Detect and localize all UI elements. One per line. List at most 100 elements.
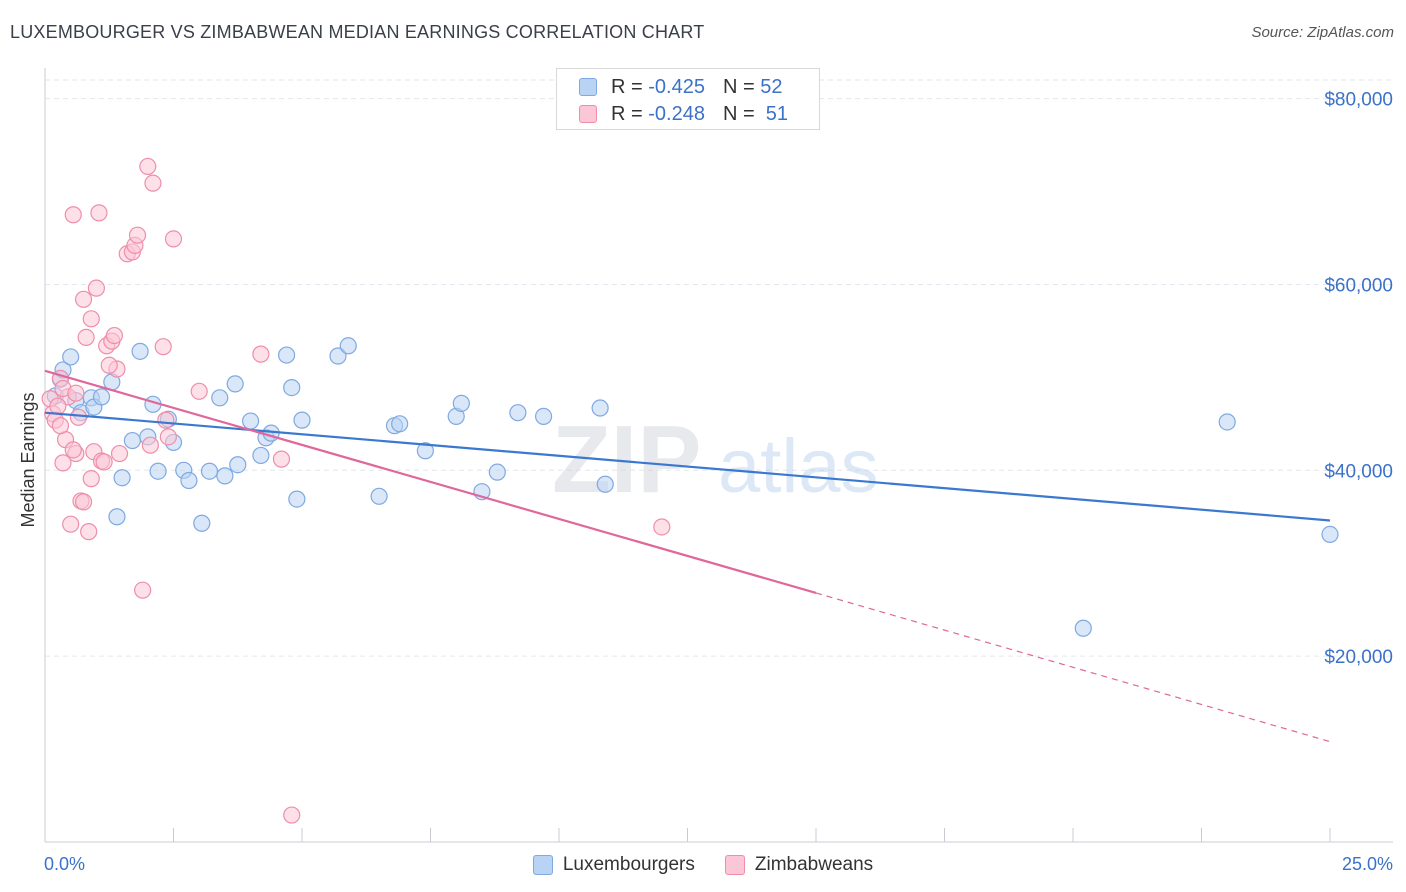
correlation-legend: R = -0.425 N = 52 R = -0.248 N = 51 — [556, 68, 820, 130]
point-zimbabweans — [272, 450, 291, 468]
legend-swatch-blue — [579, 78, 597, 96]
legend-n-value: 51 — [765, 102, 789, 125]
point-zimbabweans — [283, 806, 301, 824]
point-zimbabweans — [653, 518, 671, 536]
legend-r-label: R = — [611, 102, 643, 125]
point-luxembourgers — [229, 456, 247, 474]
x-tick-label-min: 0.0% — [44, 854, 85, 874]
trend-line-zimbabweans-extension — [815, 592, 1331, 743]
legend-r-label: R = — [611, 75, 643, 98]
point-zimbabweans — [90, 204, 108, 222]
point-luxembourgers — [293, 411, 311, 429]
point-luxembourgers — [416, 442, 434, 460]
point-luxembourgers — [226, 375, 244, 393]
point-zimbabweans — [157, 411, 175, 429]
point-luxembourgers — [193, 514, 211, 532]
point-zimbabweans — [80, 523, 98, 541]
point-zimbabweans — [164, 230, 183, 248]
point-zimbabweans — [252, 345, 270, 363]
point-luxembourgers — [211, 389, 229, 407]
legend-n-label: N = — [722, 75, 755, 98]
y-tick-label: $80,000 — [1324, 90, 1393, 111]
point-luxembourgers — [149, 462, 167, 480]
y-tick-label: $20,000 — [1324, 647, 1393, 668]
source-label: Source: ZipAtlas.com — [1251, 24, 1394, 41]
legend-label-luxembourgers: Luxembourgers — [562, 854, 695, 875]
point-luxembourgers — [370, 487, 388, 505]
watermark-atlas: atlas — [718, 424, 879, 509]
point-zimbabweans — [110, 444, 129, 463]
point-zimbabweans — [139, 157, 157, 176]
y-tick-labels: $20,000 $40,000 $60,000 $80,000 — [1324, 90, 1393, 669]
series-zimbabweans — [41, 157, 671, 824]
watermark-zip: ZIP — [552, 406, 701, 513]
trend-lines — [44, 369, 1331, 743]
trend-line-luxembourgers — [44, 411, 1331, 522]
point-zimbabweans — [105, 326, 123, 345]
legend-n-label: N = — [722, 102, 755, 125]
legend-row-luxembourgers: R = -0.425 N = 52 — [579, 73, 782, 101]
point-luxembourgers — [1321, 525, 1339, 544]
legend-swatch-blue — [532, 855, 553, 875]
watermark: ZIP atlas — [552, 406, 879, 513]
point-zimbabweans — [95, 453, 113, 471]
grid-lines — [45, 79, 1393, 657]
point-zimbabweans — [141, 436, 159, 454]
point-zimbabweans — [87, 279, 106, 297]
point-luxembourgers — [62, 348, 80, 366]
point-zimbabweans — [82, 470, 100, 488]
point-luxembourgers — [1074, 619, 1092, 637]
point-luxembourgers — [596, 475, 614, 493]
point-luxembourgers — [329, 347, 347, 365]
point-luxembourgers — [277, 346, 296, 364]
point-luxembourgers — [242, 412, 260, 430]
chart-title: LUXEMBOURGER VS ZIMBABWEAN MEDIAN EARNIN… — [10, 22, 705, 42]
legend-swatch-pink — [579, 105, 597, 123]
point-luxembourgers — [113, 469, 131, 487]
series-legend: Luxembourgers Zimbabweans — [0, 852, 1406, 878]
point-zimbabweans — [51, 417, 70, 435]
point-zimbabweans — [62, 515, 80, 533]
legend-label-zimbabweans: Zimbabweans — [754, 854, 874, 875]
point-zimbabweans — [64, 206, 82, 224]
point-luxembourgers — [509, 404, 527, 422]
point-luxembourgers — [92, 388, 111, 406]
point-luxembourgers — [452, 394, 470, 412]
legend-item-zimbabweans[interactable]: Zimbabweans — [724, 852, 874, 878]
point-zimbabweans — [74, 493, 93, 511]
point-zimbabweans — [154, 338, 172, 356]
point-zimbabweans — [64, 441, 82, 459]
point-zimbabweans — [49, 397, 67, 415]
point-luxembourgers — [591, 399, 609, 417]
point-zimbabweans — [82, 310, 100, 328]
point-luxembourgers — [252, 446, 270, 465]
point-zimbabweans — [100, 356, 118, 374]
point-zimbabweans — [134, 581, 152, 599]
point-luxembourgers — [288, 490, 306, 508]
legend-row-zimbabweans: R = -0.248 N = 51 — [579, 100, 788, 128]
point-zimbabweans — [159, 428, 177, 446]
point-zimbabweans — [69, 408, 88, 426]
legend-n-value: 52 — [760, 75, 783, 98]
point-luxembourgers — [534, 407, 553, 425]
point-zimbabweans — [144, 174, 162, 192]
point-luxembourgers — [108, 508, 126, 526]
trend-line-zimbabweans — [44, 369, 817, 595]
axes — [44, 68, 1393, 843]
point-zimbabweans — [77, 328, 95, 347]
point-luxembourgers — [339, 337, 357, 355]
y-tick-label: $40,000 — [1324, 461, 1393, 482]
legend-r-value: -0.248 — [648, 102, 705, 125]
point-zimbabweans — [54, 454, 72, 472]
x-tick-label-max: 25.0% — [1342, 854, 1393, 874]
point-luxembourgers — [131, 342, 149, 360]
point-luxembourgers — [488, 463, 506, 481]
y-axis-label: Median Earnings — [18, 392, 38, 527]
point-luxembourgers — [391, 415, 409, 433]
point-luxembourgers — [283, 378, 301, 397]
legend-r-value: -0.425 — [648, 75, 705, 98]
legend-swatch-pink — [724, 855, 745, 875]
legend-item-luxembourgers[interactable]: Luxembourgers — [532, 852, 695, 878]
point-zimbabweans — [67, 384, 85, 402]
